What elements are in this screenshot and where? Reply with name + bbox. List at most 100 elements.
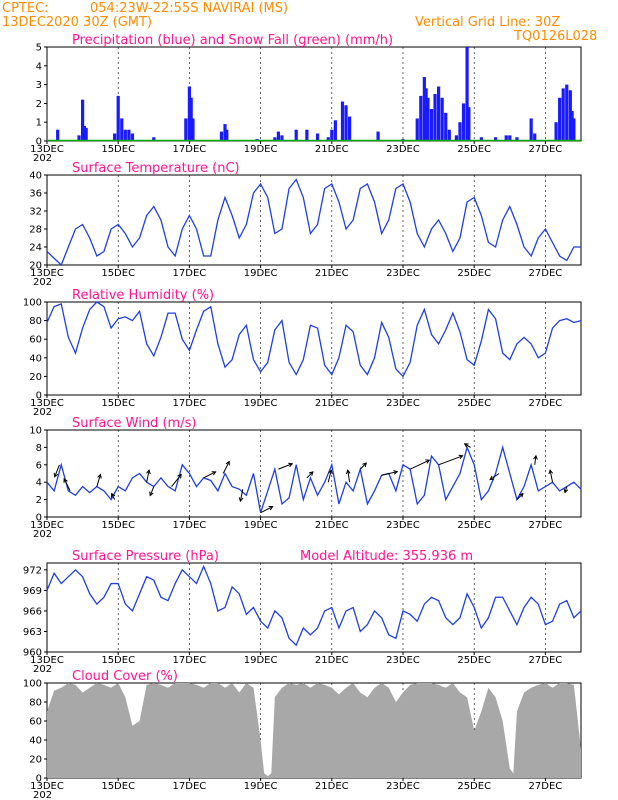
wind-arrow <box>63 478 71 492</box>
wind-arrow <box>222 461 230 474</box>
precip-bar <box>225 129 229 141</box>
wind-panel: 0 2 4 6 8 10 13DEC 15DEC 17DEC 19DEC 21DEC 23DEC 25D… <box>29 416 582 540</box>
precipitation-xtick-label: 27DEC <box>529 144 563 155</box>
cloud-cover-xtick-label: 15DEC <box>101 781 135 792</box>
precip-bar <box>219 131 224 141</box>
cloud-cover-ytick-label: 100 <box>23 679 42 690</box>
wind-arrow <box>149 486 155 496</box>
humidity-xtick-label: 25DEC <box>457 398 491 409</box>
humidity-frame <box>46 301 582 396</box>
humidity-xtick-label: 15DEC <box>101 398 135 409</box>
wind-arrow <box>171 474 182 487</box>
precip-bar <box>570 110 574 141</box>
temperature-ytick-label: 40 <box>29 171 42 182</box>
pressure-xtick-label: 17DEC <box>173 655 207 666</box>
panels: 0 1 2 3 4 5 13DEC 15DEC 17DEC 19DEC 21DEC 23DEC 25DE… <box>23 33 582 800</box>
humidity-xtick-label: 23DEC <box>386 398 420 409</box>
humidity-ytick-label: 100 <box>23 298 42 309</box>
wind-arrow-head <box>458 454 464 460</box>
wind-arrow <box>347 470 351 483</box>
wind-arrow-head <box>425 459 431 464</box>
cloud-cover-title: Cloud Cover (%) <box>72 669 178 684</box>
precipitation-xtick-label: 19DEC <box>244 144 278 155</box>
precip-bar <box>415 118 419 141</box>
precip-bar <box>333 120 337 141</box>
precip-bar <box>191 118 195 141</box>
wind-arrow-head <box>362 462 368 468</box>
wind-arrow-head <box>177 473 182 479</box>
precip-bar <box>433 94 437 141</box>
precip-bar <box>461 103 466 141</box>
precip-bar <box>348 116 352 141</box>
precipitation-ytick-label: 5 <box>36 43 42 54</box>
wind-xtick-label: 19DEC <box>244 520 278 531</box>
precip-bar <box>326 137 330 141</box>
precip-bar <box>426 97 430 141</box>
wind-arrow-head <box>489 475 495 481</box>
precip-bar <box>419 95 423 141</box>
precip-bar <box>422 77 426 141</box>
precipitation-xtick-label: 17DEC <box>173 144 207 155</box>
temperature-title: Surface Temperature (nC) <box>72 161 240 176</box>
pressure-panel: 960 963 966 969 972 13DEC 15DEC 17DEC 19DEC 21DEC… <box>23 549 582 675</box>
humidity-xtick-label: 19DEC <box>244 398 278 409</box>
precip-bar <box>276 131 280 141</box>
wind-arrow-head <box>393 470 399 475</box>
precip-bar <box>533 133 537 141</box>
wind-title: Surface Wind (m/s) <box>72 416 196 431</box>
precip-bar <box>120 118 124 141</box>
precip-bar <box>82 125 86 141</box>
humidity-year-fragment: 202 <box>33 407 52 418</box>
precip-bar <box>305 129 309 141</box>
wind-arrow-head <box>463 443 469 448</box>
temperature-ytick-label: 32 <box>29 207 42 218</box>
wind-ytick-label: 10 <box>29 426 42 437</box>
temperature-ytick-label: 36 <box>29 189 42 200</box>
wind-arrow <box>438 455 463 466</box>
precip-bar <box>565 84 569 141</box>
precip-bar <box>508 135 512 141</box>
wind-arrow-head <box>149 491 154 497</box>
precip-bar <box>437 86 441 141</box>
wind-arrow <box>516 493 524 500</box>
precip-bar <box>515 137 519 141</box>
precipitation-frame <box>46 46 582 142</box>
precip-bar <box>56 129 60 141</box>
temperature-xtick-label: 17DEC <box>173 268 207 279</box>
precip-bar <box>561 88 565 141</box>
precip-bar <box>504 135 508 141</box>
precip-bar <box>223 124 227 141</box>
wind-year-fragment: 202 <box>33 529 52 540</box>
cloud-cover-xtick-label: 25DEC <box>457 781 491 792</box>
humidity-panel: 0 20 40 60 80 100 13DEC 15DEC 17DEC 19DEC 21DEC 23D… <box>23 288 582 418</box>
cloud-cover-xtick-label: 17DEC <box>173 781 207 792</box>
precip-bar <box>454 135 458 141</box>
temperature-xtick-label: 27DEC <box>529 268 563 279</box>
precip-bar <box>280 135 284 141</box>
temperature-xtick-label: 19DEC <box>244 268 278 279</box>
init-time-label: 13DEC2020 30Z (GMT) <box>2 15 152 30</box>
temperature-year-fragment: 202 <box>33 277 52 288</box>
wind-arrow-head <box>238 497 244 503</box>
precip-bar <box>294 129 298 141</box>
precipitation-xtick-label: 23DEC <box>386 144 420 155</box>
precipitation-ytick-label: 3 <box>36 80 42 91</box>
wind-arrow <box>549 470 554 483</box>
wind-arrow <box>278 463 293 470</box>
wind-xtick-label: 27DEC <box>529 520 563 531</box>
wind-xtick-label: 25DEC <box>457 520 491 531</box>
precip-bar <box>184 118 188 141</box>
precipitation-ytick-label: 0 <box>36 137 42 148</box>
wind-ytick-label: 4 <box>36 478 42 489</box>
wind-arrow <box>239 489 244 502</box>
wind-arrow <box>381 471 398 476</box>
precipitation-xtick-label: 25DEC <box>457 144 491 155</box>
precip-bar <box>568 90 572 141</box>
wind-xtick-label: 17DEC <box>173 520 207 531</box>
precip-bar <box>554 122 558 141</box>
wind-arrow-head <box>533 454 538 460</box>
wind-arrow-head <box>97 473 102 479</box>
precip-bar <box>77 135 81 141</box>
wind-arrow <box>489 473 500 480</box>
